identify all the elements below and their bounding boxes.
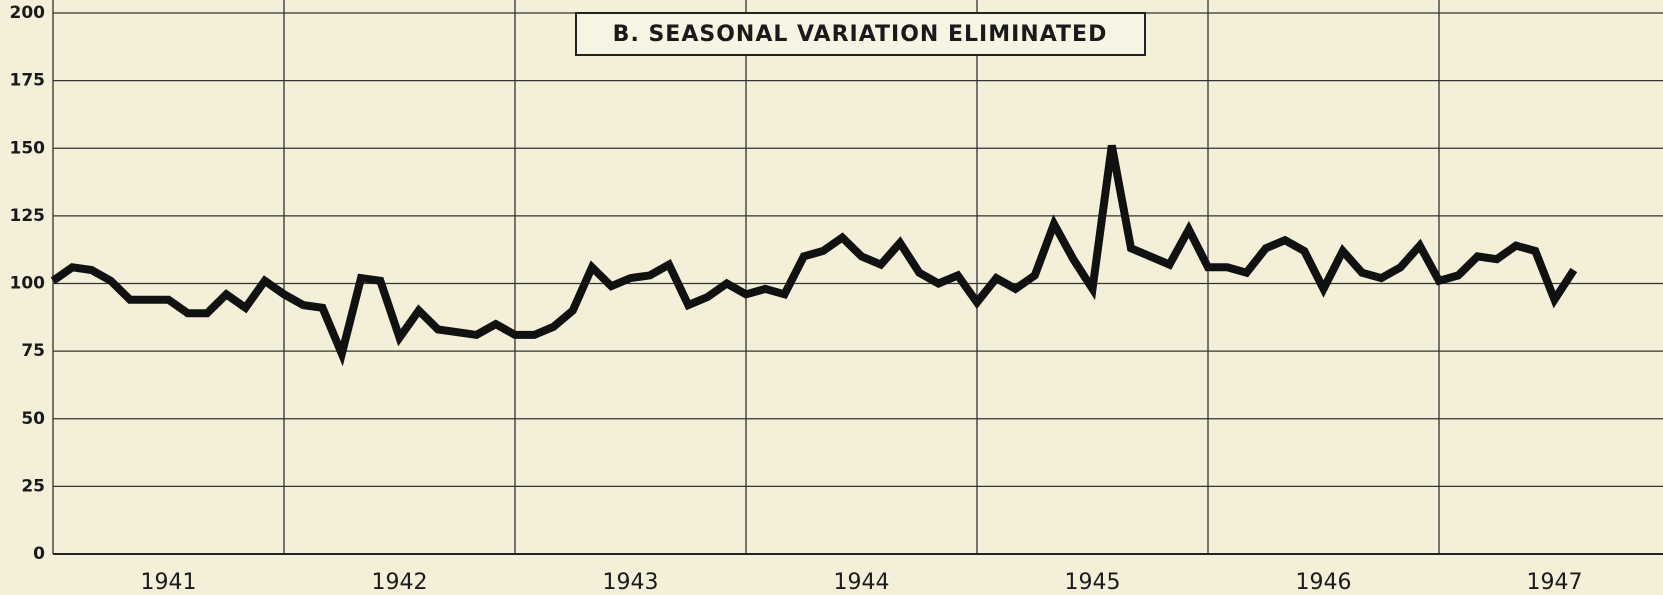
x-tick-label: 1942	[372, 570, 428, 595]
x-tick-label: 1944	[834, 570, 890, 595]
y-tick-label: 75	[21, 341, 45, 361]
x-tick-label: 1945	[1065, 570, 1121, 595]
y-tick-label: 125	[10, 206, 46, 226]
y-tick-label: 50	[21, 409, 45, 429]
x-tick-label: 1947	[1527, 570, 1583, 595]
x-tick-label: 1941	[141, 570, 197, 595]
chart-title: B. SEASONAL VARIATION ELIMINATED	[613, 22, 1108, 47]
title-box	[575, 12, 1146, 56]
y-tick-label: 100	[10, 274, 46, 294]
y-tick-label: 25	[21, 476, 45, 496]
grid: 0 25 50 75 100 125 150 175 200 1941 1942 1943 1944 19…	[10, 0, 1663, 595]
x-tick-label: 1946	[1296, 570, 1352, 595]
data-line	[50, 144, 1578, 367]
y-tick-label: 0	[33, 544, 45, 564]
y-tick-label: 150	[10, 138, 46, 158]
x-tick-label: 1943	[603, 570, 659, 595]
y-tick-label: 175	[10, 71, 46, 91]
y-tick-label: 200	[10, 3, 46, 23]
series	[50, 144, 1578, 367]
